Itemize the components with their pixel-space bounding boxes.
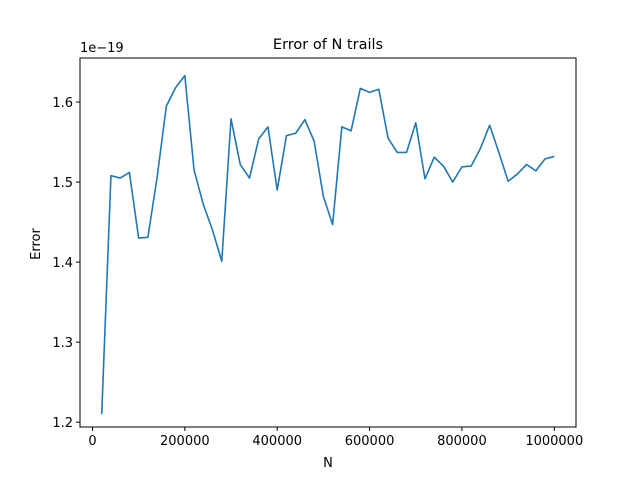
y-offset-label: 1e−19 <box>80 41 124 56</box>
x-tick-label: 1000000 <box>525 434 583 449</box>
x-tick-label: 200000 <box>160 434 210 449</box>
plot-area <box>100 74 555 415</box>
y-axis-label: Error <box>29 228 44 260</box>
chart-title: Error of N trails <box>273 37 383 53</box>
x-tick-label: 0 <box>88 434 96 449</box>
y-tick-label: 1.5 <box>52 176 73 191</box>
y-tick-label: 1.4 <box>52 256 73 271</box>
x-tick-label: 600000 <box>345 434 395 449</box>
x-axis-ticks: 0 200000 400000 600000 800000 1000000 <box>88 427 583 449</box>
x-tick-label: 400000 <box>252 434 302 449</box>
plot-frame <box>79 57 577 428</box>
y-tick-label: 1.3 <box>52 336 73 351</box>
x-axis-label: N <box>323 456 333 471</box>
x-tick-label: 800000 <box>437 434 487 449</box>
y-tick-label: 1.2 <box>52 416 73 431</box>
y-axis-ticks: 1.2 1.3 1.4 1.5 1.6 <box>52 96 80 431</box>
y-tick-label: 1.6 <box>52 96 73 111</box>
series-line <box>100 74 555 415</box>
